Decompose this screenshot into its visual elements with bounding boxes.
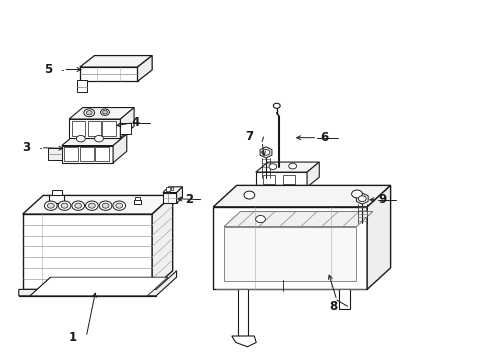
- Circle shape: [76, 135, 85, 142]
- Polygon shape: [367, 185, 391, 289]
- Bar: [134, 199, 141, 204]
- Polygon shape: [23, 214, 152, 289]
- Polygon shape: [69, 119, 121, 138]
- Bar: [135, 197, 140, 199]
- Polygon shape: [30, 277, 168, 296]
- Text: 2: 2: [186, 193, 194, 206]
- Circle shape: [86, 201, 98, 210]
- Text: 7: 7: [245, 130, 254, 144]
- Polygon shape: [77, 80, 87, 92]
- Bar: [283, 175, 295, 184]
- Polygon shape: [62, 145, 113, 163]
- Bar: [49, 195, 64, 203]
- Polygon shape: [69, 108, 134, 119]
- Bar: [80, 147, 94, 161]
- Bar: [339, 289, 349, 309]
- Circle shape: [113, 201, 125, 210]
- Bar: [64, 147, 78, 161]
- Circle shape: [84, 109, 95, 117]
- Polygon shape: [19, 271, 176, 296]
- Circle shape: [58, 201, 71, 210]
- Text: 4: 4: [132, 116, 140, 129]
- Circle shape: [75, 203, 82, 208]
- Text: 9: 9: [378, 193, 387, 206]
- Circle shape: [116, 203, 122, 208]
- Polygon shape: [48, 148, 62, 160]
- Circle shape: [269, 164, 277, 170]
- Bar: [72, 121, 85, 135]
- Polygon shape: [80, 67, 138, 81]
- Bar: [238, 289, 248, 336]
- Circle shape: [61, 203, 68, 208]
- Polygon shape: [163, 193, 176, 203]
- Circle shape: [352, 190, 363, 198]
- Polygon shape: [121, 123, 131, 134]
- Text: 6: 6: [320, 131, 328, 144]
- Bar: [263, 175, 275, 184]
- Circle shape: [273, 103, 280, 108]
- Polygon shape: [256, 172, 307, 187]
- Polygon shape: [213, 207, 367, 289]
- Text: 1: 1: [68, 330, 76, 343]
- Polygon shape: [62, 134, 127, 145]
- Polygon shape: [138, 55, 152, 81]
- Polygon shape: [23, 195, 172, 214]
- Polygon shape: [80, 55, 152, 67]
- Bar: [52, 190, 62, 195]
- Polygon shape: [152, 195, 172, 289]
- Circle shape: [289, 163, 296, 169]
- Circle shape: [358, 196, 366, 202]
- Circle shape: [262, 149, 270, 155]
- Circle shape: [100, 109, 109, 115]
- Polygon shape: [224, 226, 356, 282]
- Polygon shape: [163, 187, 182, 193]
- Polygon shape: [121, 108, 134, 138]
- Polygon shape: [113, 134, 127, 163]
- Polygon shape: [213, 185, 391, 207]
- Circle shape: [86, 111, 92, 115]
- Bar: [171, 187, 173, 190]
- Bar: [166, 187, 170, 191]
- Text: 3: 3: [22, 141, 30, 154]
- Polygon shape: [224, 212, 373, 226]
- Circle shape: [102, 111, 107, 114]
- Polygon shape: [256, 162, 319, 172]
- Polygon shape: [260, 147, 272, 158]
- Circle shape: [102, 203, 109, 208]
- Bar: [88, 121, 101, 135]
- Polygon shape: [232, 336, 256, 347]
- Circle shape: [89, 203, 95, 208]
- Bar: [95, 147, 109, 161]
- Text: 5: 5: [44, 63, 52, 76]
- Circle shape: [72, 201, 85, 210]
- Circle shape: [244, 191, 255, 199]
- Circle shape: [99, 201, 112, 210]
- Circle shape: [48, 203, 54, 208]
- Circle shape: [256, 216, 266, 223]
- Polygon shape: [356, 193, 368, 204]
- Circle shape: [95, 135, 103, 142]
- Polygon shape: [307, 162, 319, 187]
- Bar: [102, 121, 116, 135]
- Polygon shape: [176, 187, 182, 203]
- Text: 8: 8: [330, 300, 338, 313]
- Circle shape: [45, 201, 57, 210]
